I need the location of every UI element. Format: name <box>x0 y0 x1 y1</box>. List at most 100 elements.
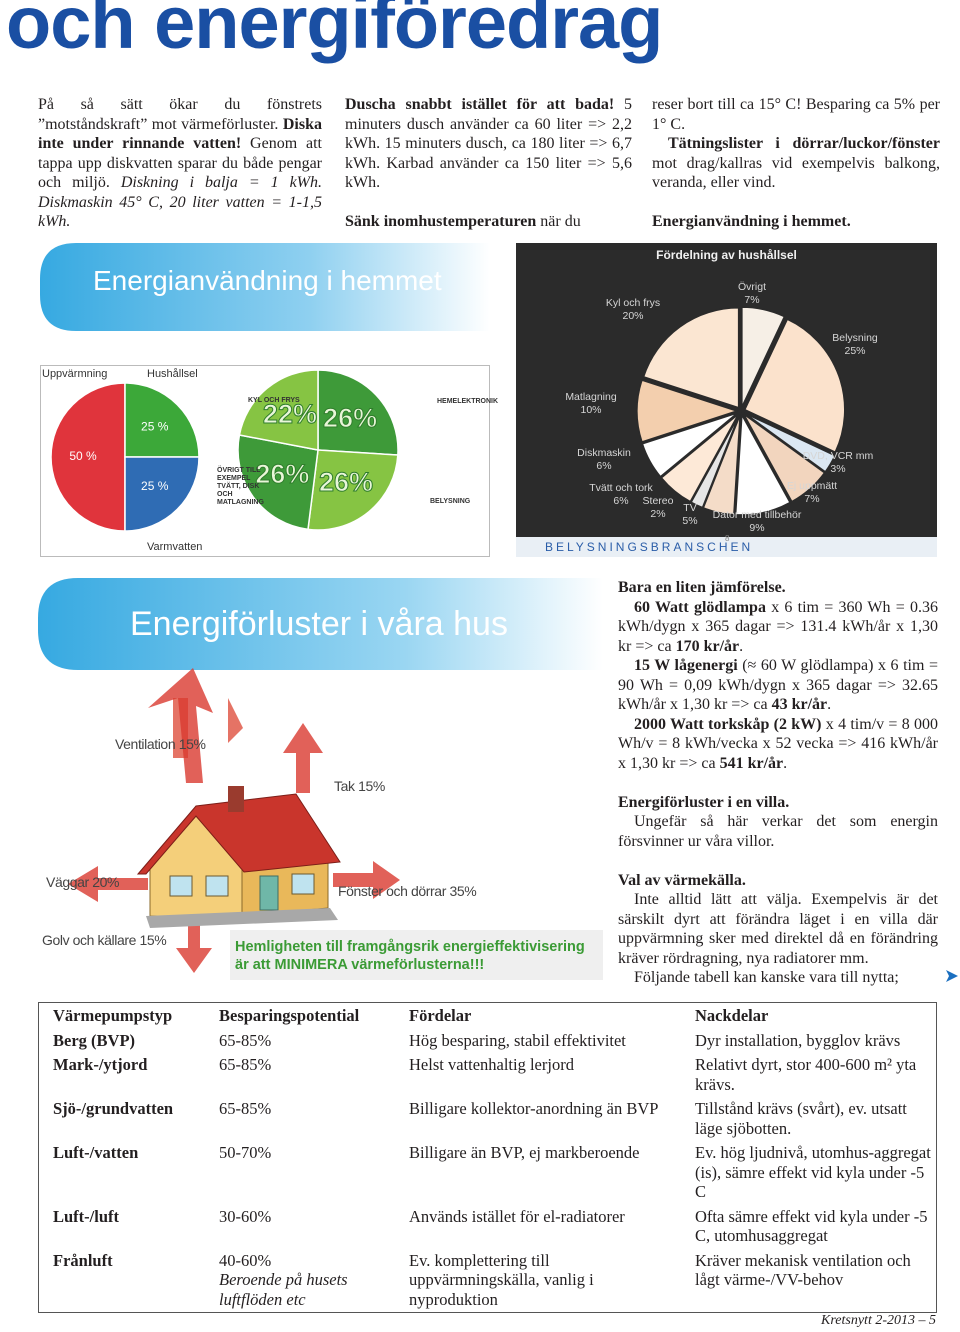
text-block: Energianvändning i hemmet. <box>652 212 940 232</box>
category-label: HEMELEKTRONIK <box>437 398 499 405</box>
table-cell: Ev. hög ljudnivå, utomhus-aggregat (is),… <box>695 1143 931 1201</box>
category-label: Övrigt <box>737 281 767 293</box>
slice-label: Belysning 25% <box>832 332 878 358</box>
table-body: Värmepumpstyp Besparingspotential Fördelar… <box>39 1003 936 1312</box>
text-run: reser bort till ca 15° C! Besparing ca 5… <box>652 96 940 133</box>
caption-box <box>230 930 603 980</box>
paragraph: Tätningslister i dörrar/luckor/fönster m… <box>652 134 940 193</box>
value-label: 7% <box>804 493 820 505</box>
loss-label: Ventilation 15% <box>115 736 206 752</box>
category-label: Uppvärmning <box>42 368 108 380</box>
source-strip <box>516 537 937 557</box>
table-row: Luft-/vatten 50-70% Billigare än BVP, ej m… <box>39 1141 936 1205</box>
category-label: KYL OCH FRYS <box>248 397 300 404</box>
table-header-row: Värmepumpstyp Besparingspotential Fördelar… <box>39 1003 936 1029</box>
category-label: Dator med tillbehör <box>712 509 802 521</box>
table-cell: Fördelar <box>409 1006 472 1025</box>
table-cell: 50-70% <box>219 1143 272 1162</box>
window <box>291 873 315 895</box>
energy-use-graphic: 50 %25 %25 %26%26%26%22% <box>40 243 490 557</box>
paragraph: Inte alltid lätt att välja. Exempelvis ä… <box>618 890 938 968</box>
table-row: Mark-/ytjord 65-85% Helst vattenhaltig ler… <box>39 1053 936 1097</box>
pie-slice <box>743 318 846 454</box>
category-label: Tvätt och tork <box>589 482 653 494</box>
value-label: 9% <box>749 522 765 534</box>
arrow-shape <box>946 970 958 982</box>
category-label: Hushållsel <box>147 368 198 380</box>
window <box>169 875 193 897</box>
pie-slice <box>702 414 741 516</box>
category-label: BELYSNING <box>430 498 471 505</box>
table-cell: Helst vattenhaltig lerjord <box>409 1055 574 1074</box>
table-cell: Luft-/vatten <box>53 1143 139 1162</box>
text-run: . <box>827 696 832 713</box>
text-run: Sänk inomhustemperaturen <box>345 213 537 230</box>
category-label: Kyl och frys <box>605 297 661 309</box>
pie-slice <box>744 412 836 473</box>
heat-arrow <box>148 668 213 783</box>
energy-use-figure: 50 % 25 % 25 % 26% 26% 26% 22% Energianvändnin… <box>40 243 498 557</box>
chimney <box>228 786 244 812</box>
value-label: 6% <box>596 460 612 472</box>
pie-slice <box>124 382 200 458</box>
text-run: (≈ 60 W glödlampa) x 6 tim = 90 Wh = 0,0… <box>618 657 938 713</box>
slice-label: Kyl och frys 20% <box>606 297 660 323</box>
caption: Hemligheten till framgångsrik energieffe… <box>235 939 585 973</box>
house <box>68 668 400 973</box>
text-run: 43 kr/år <box>771 696 828 713</box>
cell-line: Beroende på husets luftflöden etc <box>219 1270 348 1309</box>
text-run: Följande tabell kan kanske vara till nyt… <box>634 969 899 986</box>
table-cell: 65-85% <box>219 1055 272 1074</box>
continue-arrow <box>946 970 958 982</box>
text-run: Diskning i balja = 1 kWh. Diskmaskin 45°… <box>38 174 322 230</box>
text-run: när du <box>536 213 581 230</box>
text-block: Sänk inomhustemperaturen när du <box>345 212 632 232</box>
paragraph: Ungefär så här verkar det som energin fö… <box>618 812 938 851</box>
slice-value-label: 26% <box>319 467 373 497</box>
text-run: Tätningslister i dörrar/luckor/fönster <box>668 135 940 152</box>
title-banner <box>40 243 490 331</box>
paragraph: Val av värmekälla. <box>618 871 938 891</box>
pie-slice <box>237 434 319 531</box>
table-cell: 65-85% <box>219 1030 272 1050</box>
paragraph: Bara en liten jämförelse. <box>618 578 938 598</box>
slice-label: Matlagning 10% <box>565 391 616 417</box>
category-label: Matlagning <box>565 391 617 403</box>
text-run: Energiförluster i en villa. <box>618 793 790 811</box>
pie-slice <box>636 379 740 443</box>
heat-arrow <box>68 866 148 902</box>
text-run: Duscha snabbt istället för att bada! <box>345 96 615 113</box>
loss-label: Golv och källare 15% <box>42 932 167 948</box>
table: Värmepumpstyp Besparingspotential Fördelar… <box>39 1003 936 1312</box>
slice-label: Stereo 2% <box>643 495 674 521</box>
household-pie-graphic <box>516 306 937 557</box>
heat-loss-figure: Energiförluster i våra hus Hemligheten t… <box>38 578 603 985</box>
pie-slice <box>124 456 200 532</box>
text-block: Duscha snabbt istället för att bada! 5 m… <box>345 95 632 193</box>
paragraph: På så sätt ökar du fönstrets ”motståndsk… <box>38 95 322 232</box>
foundation <box>146 908 338 928</box>
text-run: 2000 Watt torkskåp (2 kW) <box>634 715 822 733</box>
text-run: x 4 tim/v = 8 000 Wh/v = 8 kWh/vecka x 5… <box>618 715 938 772</box>
text-run: x 6 tim = 360 Wh = 0.36 kWh/dygn x 365 d… <box>618 598 939 655</box>
slice-value-label: 25 % <box>141 479 169 493</box>
page-footer: Kretsnytt 2-2013 – 5 <box>821 1313 936 1328</box>
table-cell: Kräver mekanisk ventilation och lågt vär… <box>695 1250 911 1290</box>
heat-arrow <box>333 861 400 899</box>
text-block: Bara en liten jämförelse. 60 Watt glödlam… <box>618 578 938 773</box>
title-banner <box>38 578 603 670</box>
text-block: På så sätt ökar du fönstrets ”motståndsk… <box>38 95 322 232</box>
text-run: 5 minuters dusch använder ca 60 liter =>… <box>345 96 633 191</box>
text-run: 541 kr/år <box>719 754 784 772</box>
table-cell: Berg (BVP) <box>53 1030 136 1050</box>
source: BELYSNINGSBRANSCHEN <box>545 540 754 554</box>
cell-line: 40-60% <box>219 1250 272 1270</box>
paragraph: Sänk inomhustemperaturen när du <box>345 212 632 232</box>
table-cell: Tillstånd krävs (svårt), ev. utsatt läge… <box>695 1099 907 1138</box>
table-cell: Sjö-/grundvatten <box>53 1099 174 1118</box>
value-label: 7% <box>744 294 760 306</box>
table-row: Sjö-/grundvatten 65-85% Billigare kollekto… <box>39 1097 936 1141</box>
pie-slice <box>641 412 738 478</box>
pie-slice <box>307 449 399 531</box>
